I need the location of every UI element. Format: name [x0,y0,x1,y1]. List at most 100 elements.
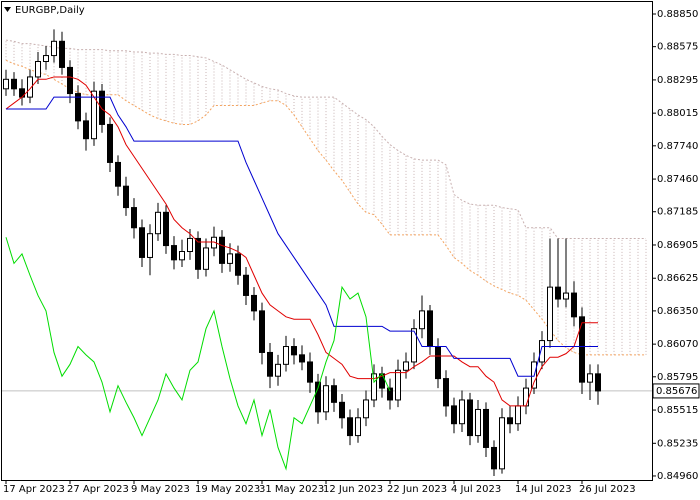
plot-frame [1,1,653,481]
candle-body [411,328,417,363]
candle-body [523,387,529,407]
y-tick-label: 0.86905 [657,240,698,251]
candle-body [499,417,505,470]
chart-title: EURGBP,Daily [15,5,85,16]
candle-body [443,378,449,407]
candle-body [387,387,393,401]
candle-body [507,417,513,425]
candle-body [299,354,305,363]
x-tick-label: 12 Jun 2023 [323,484,383,495]
menu-arrow[interactable] [4,7,11,12]
candle-body [83,120,89,140]
candle-body [171,245,177,261]
x-tick-label: 4 Jul 2023 [451,484,501,495]
candle-body [467,399,473,437]
candle-body [291,346,297,356]
y-tick-label: 0.88575 [657,42,698,53]
candle-body [75,93,81,122]
y-tick-label: 0.88850 [657,9,698,20]
candle-body [195,237,201,270]
candle-body [339,401,345,419]
candle-body [67,66,73,95]
y-tick-label: 0.87185 [657,207,698,218]
cloud-span [5,59,646,356]
candle-body [555,286,561,300]
candle-body [483,408,489,448]
x-tick-label: 14 Jul 2023 [515,484,572,495]
candle-body [235,253,241,276]
y-tick-label: 0.85235 [657,438,698,449]
x-tick-label: 26 Jul 2023 [579,484,636,495]
y-tick-label: 0.88015 [657,108,698,119]
candle-body [155,211,161,235]
candle-body [315,381,321,413]
y-tick-label: 0.87460 [657,174,698,185]
candle-body [59,40,65,68]
candle-body [363,399,369,419]
x-tick-label: 17 Apr 2023 [3,484,65,495]
price-label: 0.85676 [656,386,697,397]
candle-body [163,211,169,247]
candle-body [563,292,569,300]
candle-body [371,373,377,401]
x-tick-label: 22 Jun 2023 [387,484,447,495]
candle-body [43,55,49,62]
y-tick-label: 0.86350 [657,306,698,317]
candle-body [427,310,433,348]
candle-body [179,251,185,261]
indicator-line [5,76,598,407]
y-tick-label: 0.88295 [657,75,698,86]
y-tick-label: 0.87740 [657,141,698,152]
candle-body [403,361,409,371]
candle-body [331,385,337,403]
x-tick-label: 31 May 2023 [259,484,324,495]
y-tick-label: 0.85515 [657,405,698,416]
candle-body [131,207,137,229]
candle-body [459,399,465,425]
candle-body [147,233,153,258]
candle-body [203,247,209,270]
indicator-line [5,237,391,471]
candle-body [243,274,249,296]
candle-body [283,346,289,365]
candle-body [307,361,313,383]
candle-body [99,90,105,125]
candle-body [259,310,265,353]
indicator-line [6,96,598,377]
candle-body [595,373,601,392]
candle-body [27,76,33,98]
candle-body [219,236,225,264]
cloud-span [5,39,646,239]
x-tick-label: 19 May 2023 [195,484,260,495]
candle-body [123,185,129,209]
plot-area [2,29,652,476]
y-tick-label: 0.85795 [657,372,698,383]
x-tick-label: 9 May 2023 [131,484,190,495]
candle-body [347,417,353,437]
candle-body [91,90,97,140]
x-tick-label: 27 Apr 2023 [67,484,129,495]
candle-body [355,417,361,437]
candle-body [419,310,425,330]
y-tick-label: 0.86625 [657,273,698,284]
candle-body [435,346,441,380]
candle-body [139,227,145,258]
candle-body [227,253,233,264]
candle-body [115,161,121,187]
candle-body [571,292,577,318]
y-tick-label: 0.86070 [657,339,698,350]
candle-body [267,351,273,377]
candle-body [451,405,457,425]
candle-body [515,405,521,425]
candle-body [35,60,41,78]
candle-body [323,385,329,413]
candle-body [579,316,585,383]
price-label-box [652,383,700,399]
candle-body [491,446,497,470]
candle-body [187,237,193,253]
candle-body [587,373,593,383]
candle-body [395,369,401,401]
candle-body [3,78,9,90]
y-tick-label: 0.84960 [657,471,698,482]
